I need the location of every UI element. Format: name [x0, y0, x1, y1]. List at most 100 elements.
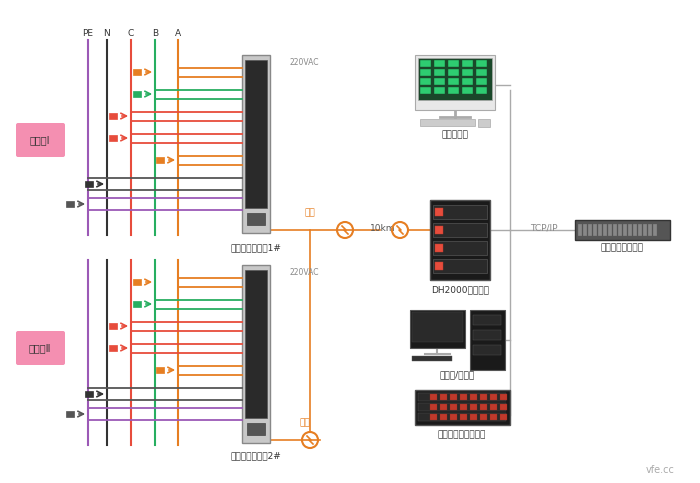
Text: 光纖: 光纖 [300, 418, 310, 427]
Bar [418, 403, 506, 411]
Bar [433, 223, 487, 237]
Bar [156, 157, 164, 163]
FancyBboxPatch shape [16, 331, 65, 365]
Bar [480, 404, 487, 410]
Bar [156, 367, 164, 373]
Text: DH2000數字主機: DH2000數字主機 [431, 285, 489, 295]
Bar [109, 323, 117, 329]
FancyBboxPatch shape [16, 123, 65, 157]
Bar [623, 224, 627, 236]
Bar [470, 404, 477, 410]
Bar [433, 205, 487, 219]
Bar [462, 69, 473, 76]
Bar [588, 224, 592, 236]
Bar [578, 224, 582, 236]
Bar [245, 60, 267, 208]
Bar [410, 310, 465, 348]
Text: 220VAC: 220VAC [290, 268, 319, 276]
Bar [462, 60, 473, 67]
Text: B: B [152, 28, 158, 38]
Bar [133, 279, 141, 285]
Bar [434, 69, 445, 76]
Bar [593, 224, 597, 236]
Bar [418, 413, 506, 421]
Bar [133, 91, 141, 97]
Bar [66, 201, 74, 207]
Text: 高速磁盤陣列存儲器: 高速磁盤陣列存儲器 [438, 430, 486, 440]
Bar [490, 404, 497, 410]
Bar [473, 315, 501, 325]
Bar [473, 330, 501, 340]
Bar [420, 69, 431, 76]
Bar [470, 310, 505, 370]
Bar [633, 224, 637, 236]
Bar [412, 312, 463, 342]
Text: 千兆以太網交換機: 千兆以太網交換機 [601, 243, 643, 253]
Bar [490, 414, 497, 420]
Bar [476, 78, 487, 85]
Text: 監測點Ⅰ: 監測點Ⅰ [29, 135, 50, 145]
Bar [133, 301, 141, 307]
Bar [440, 394, 447, 400]
Bar [440, 414, 447, 420]
Bar [435, 226, 443, 234]
Bar [460, 404, 467, 410]
Bar [430, 414, 437, 420]
Text: TCP/IP: TCP/IP [530, 224, 557, 232]
Bar [430, 394, 437, 400]
Bar [480, 394, 487, 400]
Bar [500, 394, 507, 400]
Text: 電能質量檢測儀1#: 電能質量檢測儀1# [230, 243, 281, 253]
Text: 客戶端/服務器: 客戶端/服務器 [440, 370, 475, 380]
Bar [420, 87, 431, 94]
Bar [628, 224, 632, 236]
Bar [480, 414, 487, 420]
Bar [476, 87, 487, 94]
Bar [583, 224, 587, 236]
Bar [638, 224, 642, 236]
Bar [603, 224, 607, 236]
Bar [450, 414, 457, 420]
Bar [435, 208, 443, 216]
Text: N: N [104, 28, 111, 38]
Bar [653, 224, 657, 236]
Text: C: C [128, 28, 134, 38]
Bar [450, 394, 457, 400]
Bar [434, 87, 445, 94]
Bar [448, 60, 459, 67]
Text: 監測點Ⅱ: 監測點Ⅱ [29, 343, 51, 353]
Bar [433, 241, 487, 255]
Bar [643, 224, 647, 236]
Bar [440, 404, 447, 410]
Bar [490, 394, 497, 400]
Bar [435, 244, 443, 252]
Text: 220VAC: 220VAC [290, 57, 319, 67]
Bar [476, 60, 487, 67]
Text: 光纖: 光纖 [304, 209, 316, 217]
Bar [500, 404, 507, 410]
Text: 10km: 10km [370, 224, 395, 232]
Bar [435, 262, 443, 270]
Bar [247, 213, 265, 225]
Bar [462, 78, 473, 85]
Bar [434, 78, 445, 85]
Bar [598, 224, 602, 236]
Bar [448, 69, 459, 76]
Bar [473, 345, 501, 355]
Bar [448, 78, 459, 85]
Bar [450, 404, 457, 410]
Bar [430, 404, 437, 410]
Text: vfe.cc: vfe.cc [645, 465, 674, 475]
Bar [460, 394, 467, 400]
Bar [415, 390, 510, 425]
Bar [420, 119, 475, 126]
Bar [476, 69, 487, 76]
Bar [242, 55, 270, 233]
Text: A: A [175, 28, 181, 38]
Bar [608, 224, 612, 236]
Bar [470, 394, 477, 400]
Bar [575, 220, 670, 240]
Bar [85, 391, 93, 397]
Bar [133, 69, 141, 75]
Bar [613, 224, 617, 236]
